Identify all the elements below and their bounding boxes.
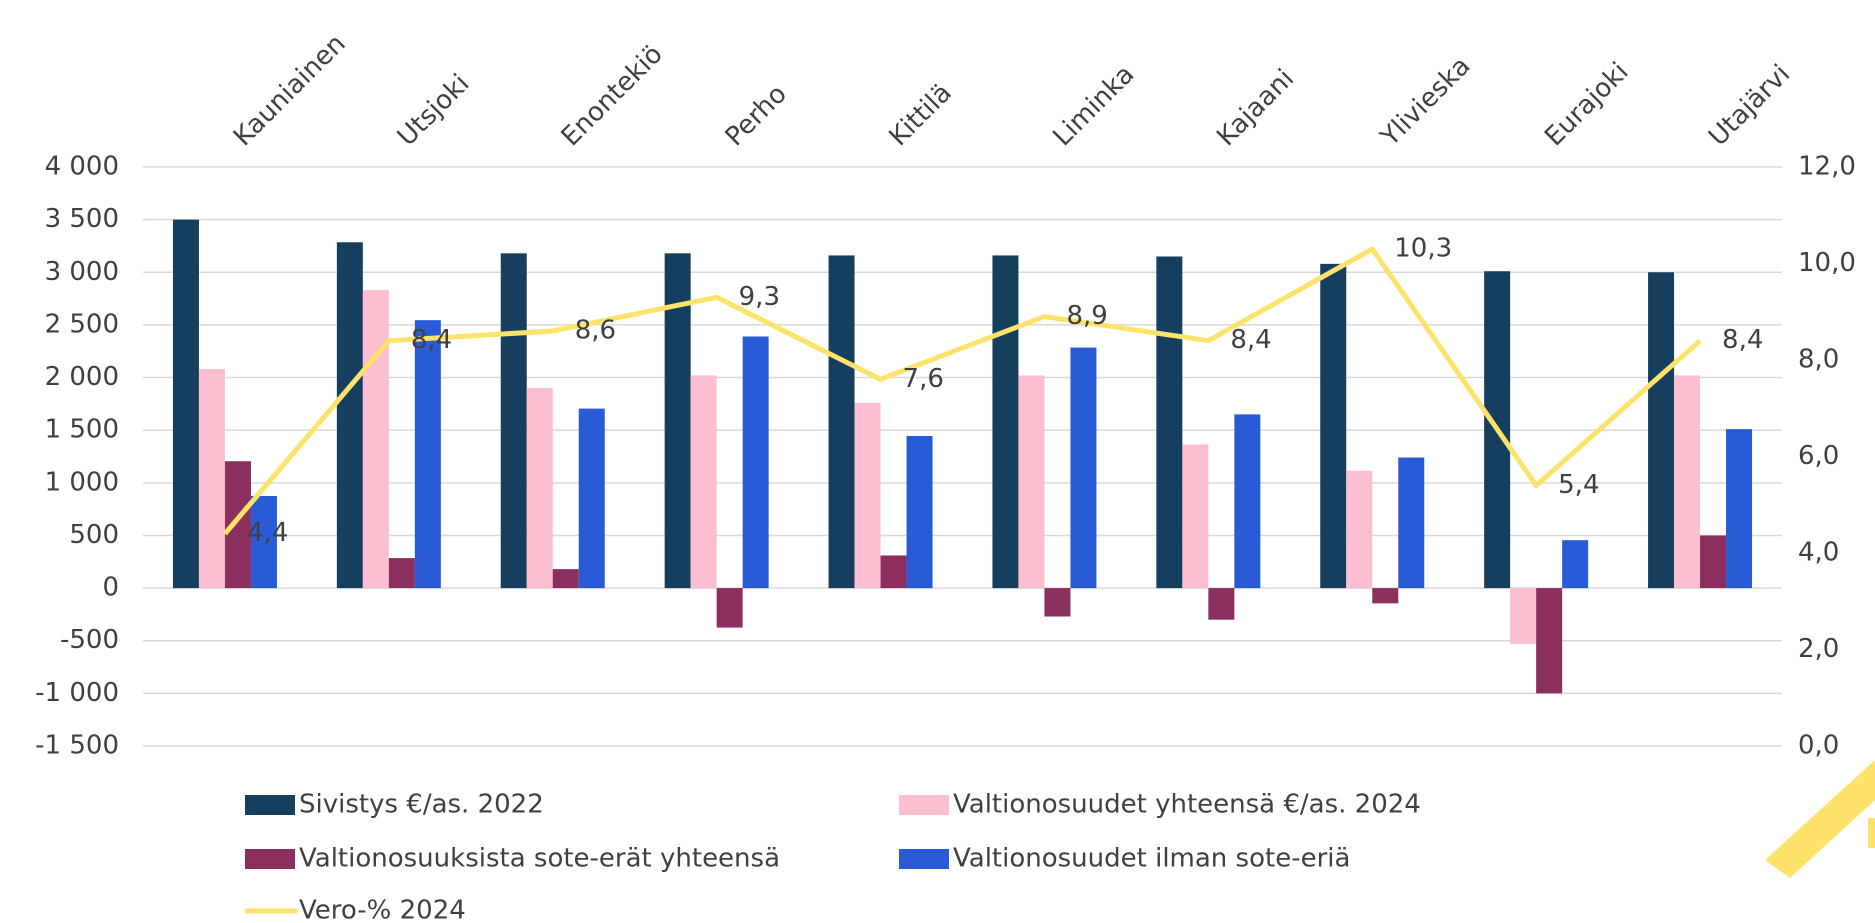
legend-label: Valtionosuuksista sote-erät yhteensä (299, 844, 780, 874)
data-label: 8,4 (1230, 325, 1271, 355)
legend-label: Valtionosuudet ilman sote-eriä (953, 844, 1350, 874)
bar (579, 409, 605, 588)
y-tick-label: -1 000 (35, 678, 119, 708)
bar (1018, 375, 1044, 588)
bar (1536, 588, 1562, 693)
bar (1510, 588, 1536, 644)
data-label: 8,4 (411, 325, 452, 355)
y-tick-label: 2 500 (45, 309, 119, 339)
bar (415, 320, 441, 588)
bar (173, 220, 199, 588)
legend-label: Valtionosuudet yhteensä €/as. 2024 (953, 790, 1421, 820)
bar (1182, 444, 1208, 588)
bar (907, 436, 933, 588)
data-label: 5,4 (1558, 470, 1599, 500)
data-label: 4,4 (247, 518, 288, 548)
y-tick-label: -1 500 (35, 731, 119, 761)
decoration (1765, 760, 1875, 878)
bar (1726, 429, 1752, 588)
bar (1234, 414, 1260, 588)
x-tick-label: Utsjoki (392, 69, 476, 153)
bar (1700, 535, 1726, 588)
chart: -1 500 -1 000 -500 0 500 1 000 1 500 2 000 2 500… (0, 0, 1875, 923)
x-tick-label: Kittilä (884, 78, 958, 152)
bar (1346, 471, 1372, 588)
y-tick-label: 1 500 (45, 415, 119, 445)
legend-swatch (245, 795, 295, 815)
bar (1320, 264, 1346, 588)
data-label: 8,4 (1722, 325, 1763, 355)
y2-tick-label: 2,0 (1798, 634, 1839, 664)
x-tick-label: Kauniainen (228, 29, 352, 153)
bar (1156, 256, 1182, 588)
legend-label: Sivistys €/as. 2022 (299, 790, 544, 820)
y-tick-label: 4 000 (45, 152, 119, 182)
ruler-icon (1765, 760, 1875, 878)
bar (717, 588, 743, 627)
bar (199, 369, 225, 588)
bar (1674, 375, 1700, 588)
y2-tick-label: 0,0 (1798, 731, 1839, 761)
bar (691, 375, 717, 588)
bar (527, 388, 553, 588)
x-tick-label: Perho (720, 79, 793, 152)
bar (337, 242, 363, 588)
data-label: 9,3 (739, 282, 780, 312)
bar (501, 253, 527, 588)
bar (881, 555, 907, 588)
bar (1398, 458, 1424, 589)
y-tick-label: -500 (60, 625, 119, 655)
y-tick-label: 500 (69, 520, 119, 550)
x-tick-label: Liminka (1047, 59, 1140, 152)
y2-tick-label: 12,0 (1798, 152, 1856, 182)
y2-tick-label: 8,0 (1798, 345, 1839, 375)
x-tick-label: Utajärvi (1703, 59, 1796, 152)
bar (1562, 540, 1588, 588)
ruler-icon-part (1868, 818, 1875, 848)
bar (1648, 272, 1674, 588)
y-tick-label: 1 000 (45, 467, 119, 497)
bar (743, 336, 769, 588)
x-tick-label: Ylivieska (1375, 51, 1477, 153)
y-tick-label: 2 000 (45, 362, 119, 392)
bar (389, 558, 415, 588)
data-label: 10,3 (1394, 234, 1452, 264)
bar (829, 255, 855, 588)
y2-tick-label: 4,0 (1798, 538, 1839, 568)
bar (363, 290, 389, 588)
legend-swatch (245, 849, 295, 869)
bar (1044, 588, 1070, 616)
legend-label: Vero-% 2024 (299, 896, 466, 923)
data-label: 8,9 (1066, 301, 1107, 331)
y-tick-label: 3 000 (45, 257, 119, 287)
y2-tick-label: 10,0 (1798, 248, 1856, 278)
x-tick-label: Kajaani (1211, 64, 1300, 153)
data-label: 7,6 (903, 364, 944, 394)
line (225, 249, 1700, 534)
bar (553, 569, 579, 588)
bar (1372, 588, 1398, 603)
x-tick-label: Enontekiö (556, 39, 669, 152)
bar (992, 255, 1018, 588)
x-tick-label: Eurajoki (1539, 57, 1634, 152)
legend-swatch (899, 849, 949, 869)
bar (1070, 348, 1096, 589)
y-tick-label: 0 (102, 573, 119, 603)
bar (855, 403, 881, 588)
y2-tick-label: 6,0 (1798, 441, 1839, 471)
y-tick-label: 3 500 (45, 204, 119, 234)
bar (1208, 588, 1234, 620)
legend-swatch (899, 795, 949, 815)
page: -1 500 -1 000 -500 0 500 1 000 1 500 2 000 2 500… (0, 0, 1875, 923)
data-label: 8,6 (575, 316, 616, 346)
